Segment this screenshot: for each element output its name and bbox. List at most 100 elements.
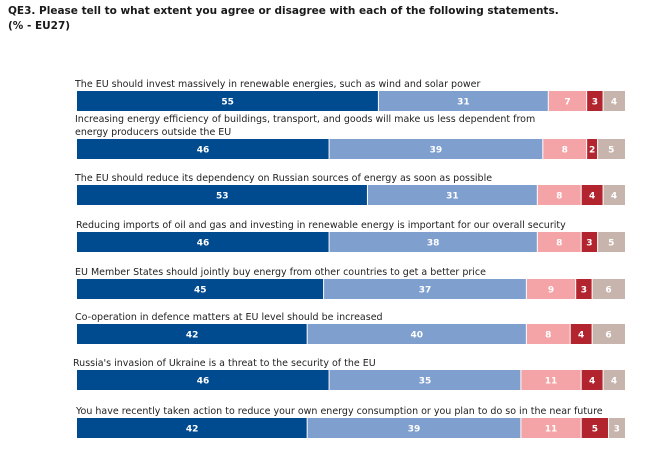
- segment-separator: [328, 370, 330, 390]
- segment-separator: [580, 185, 582, 205]
- segment-separator: [323, 279, 325, 299]
- value-label-1-2: 31: [457, 98, 470, 108]
- value-label-3-1: 53: [216, 192, 229, 202]
- segment-separator: [575, 279, 577, 299]
- category-label-6: Co-operation in defence matters at EU le…: [75, 312, 383, 323]
- value-label-1-5: 4: [611, 98, 617, 108]
- bar-segment-7-5: [603, 370, 625, 390]
- value-label-8-1: 42: [186, 425, 199, 435]
- bar-segment-8-5: [608, 418, 625, 438]
- category-label-7: Russia's invasion of Ukraine is a threat…: [73, 358, 376, 369]
- value-label-7-4: 4: [589, 377, 595, 387]
- bar-segment-7-3: [520, 370, 582, 390]
- value-label-5-5: 6: [605, 286, 611, 296]
- segment-separator: [520, 370, 522, 390]
- bar-segment-4-2: [329, 232, 538, 252]
- value-label-2-1: 46: [197, 146, 210, 156]
- value-label-7-3: 11: [545, 377, 558, 387]
- bar-segment-4-4: [581, 232, 598, 252]
- value-label-8-2: 39: [408, 425, 421, 435]
- category-label-3: The EU should reduce its dependency on R…: [74, 173, 492, 184]
- segment-separator: [591, 324, 593, 344]
- segment-separator: [542, 139, 544, 159]
- segment-separator: [580, 232, 582, 252]
- segment-separator: [306, 324, 308, 344]
- value-label-2-5: 5: [608, 146, 614, 156]
- bar-segment-2-3: [542, 139, 587, 159]
- segment-separator: [536, 232, 538, 252]
- bar-segment-5-1: [77, 279, 324, 299]
- category-label-5: EU Member States should jointly buy ener…: [75, 267, 486, 278]
- value-label-8-5: 3: [614, 425, 620, 435]
- question-text: QE3. Please tell to what extent you agre…: [8, 5, 559, 17]
- value-label-6-3: 8: [545, 331, 551, 341]
- category-label-1: The EU should invest massively in renewa…: [74, 79, 481, 90]
- value-label-4-5: 5: [608, 239, 614, 249]
- value-label-1-1: 55: [221, 98, 234, 108]
- value-label-6-2: 40: [410, 331, 423, 341]
- value-label-6-5: 6: [605, 331, 611, 341]
- value-label-6-4: 4: [578, 331, 584, 341]
- value-label-5-3: 9: [548, 286, 554, 296]
- bar-segment-4-3: [537, 232, 582, 252]
- chart-title: QE3. Please tell to what extent you agre…: [8, 4, 559, 34]
- bar-segment-1-4: [586, 91, 604, 111]
- segment-separator: [586, 139, 588, 159]
- segment-separator: [591, 279, 593, 299]
- segment-separator: [525, 279, 527, 299]
- bar-segment-7-2: [329, 370, 521, 390]
- value-label-4-3: 8: [556, 239, 562, 249]
- bar-segment-2-2: [329, 139, 543, 159]
- segment-separator: [328, 232, 330, 252]
- bar-segment-5-5: [592, 279, 625, 299]
- segment-separator: [306, 418, 308, 438]
- segment-separator: [597, 139, 599, 159]
- bar-segment-3-1: [77, 185, 368, 205]
- segment-separator: [328, 139, 330, 159]
- value-label-4-1: 46: [197, 239, 210, 249]
- bar-segment-8-4: [581, 418, 609, 438]
- value-label-4-2: 38: [427, 239, 440, 249]
- bar-segment-1-3: [548, 91, 587, 111]
- value-label-4-4: 3: [586, 239, 592, 249]
- category-label-8: You have recently taken action to reduce…: [75, 406, 603, 417]
- segment-separator: [602, 91, 604, 111]
- bar-segment-1-1: [77, 91, 379, 111]
- bar-segment-8-3: [520, 418, 582, 438]
- bar-segment-2-4: [586, 139, 598, 159]
- value-label-3-5: 4: [611, 192, 617, 202]
- value-label-7-1: 46: [197, 377, 210, 387]
- bar-segment-3-5: [603, 185, 625, 205]
- bar-segment-6-2: [307, 324, 527, 344]
- segment-separator: [547, 91, 549, 111]
- bar-segment-3-4: [581, 185, 604, 205]
- segment-separator: [580, 418, 582, 438]
- value-label-2-3: 8: [562, 146, 568, 156]
- segment-separator: [366, 185, 368, 205]
- value-label-8-4: 5: [592, 425, 598, 435]
- bar-segment-3-3: [537, 185, 582, 205]
- value-label-3-4: 4: [589, 192, 595, 202]
- segment-separator: [525, 324, 527, 344]
- bar-segment-7-1: [77, 370, 330, 390]
- question-scope: (% - EU27): [8, 20, 71, 32]
- value-label-3-3: 8: [556, 192, 562, 202]
- value-label-8-3: 11: [545, 425, 558, 435]
- segment-separator: [377, 91, 379, 111]
- value-label-2-4: 2: [589, 146, 595, 156]
- bar-segment-6-3: [526, 324, 571, 344]
- segment-separator: [602, 370, 604, 390]
- bar-segment-6-5: [592, 324, 625, 344]
- bar-segment-4-5: [597, 232, 625, 252]
- value-label-2-2: 39: [430, 146, 443, 156]
- segment-separator: [597, 232, 599, 252]
- bar-segment-1-5: [603, 91, 625, 111]
- bar-segment-4-1: [77, 232, 330, 252]
- value-label-1-4: 3: [592, 98, 598, 108]
- segment-separator: [536, 185, 538, 205]
- value-label-6-1: 42: [186, 331, 199, 341]
- bar-segment-8-1: [77, 418, 308, 438]
- segment-separator: [608, 418, 610, 438]
- value-label-5-1: 45: [194, 286, 207, 296]
- bar-segment-6-4: [570, 324, 593, 344]
